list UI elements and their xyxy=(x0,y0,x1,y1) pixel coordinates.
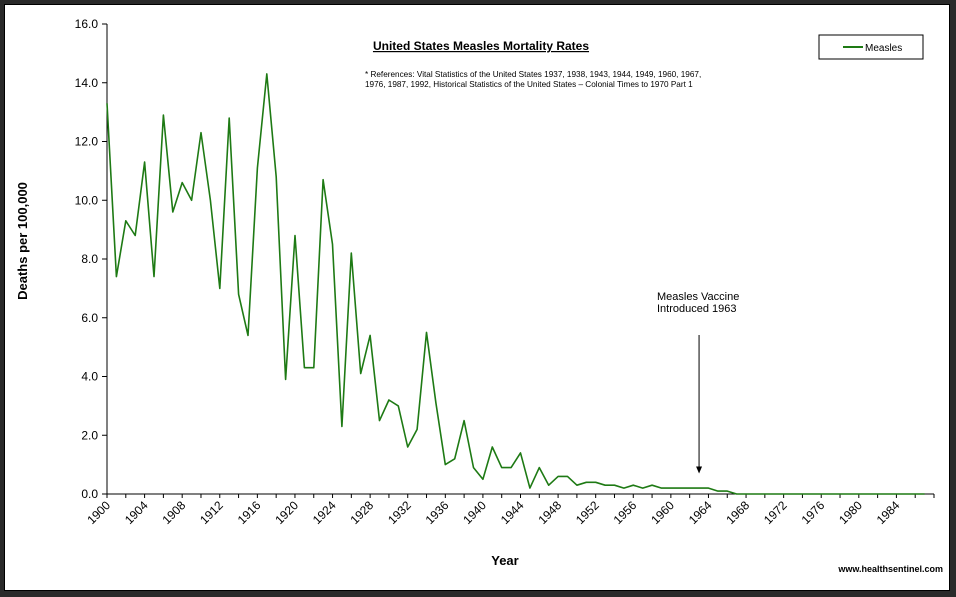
legend: Measles xyxy=(818,34,924,60)
x-tick-label: 1984 xyxy=(874,498,903,527)
y-tick-label: 14.0 xyxy=(75,76,99,90)
y-tick-label: 16.0 xyxy=(75,17,99,31)
y-tick-label: 4.0 xyxy=(81,370,98,384)
y-tick-label: 8.0 xyxy=(81,252,98,266)
x-axis-title: Year xyxy=(491,553,518,568)
x-tick-label: 1900 xyxy=(84,498,113,527)
x-tick-label: 1956 xyxy=(611,498,640,527)
x-tick-label: 1904 xyxy=(122,498,151,527)
y-tick-label: 0.0 xyxy=(81,487,98,501)
x-tick-label: 1948 xyxy=(535,498,564,527)
y-tick-label: 6.0 xyxy=(81,311,98,325)
series-line-measles xyxy=(106,73,925,495)
x-tick-label: 1940 xyxy=(460,498,489,527)
x-tick-label: 1908 xyxy=(160,498,189,527)
legend-box xyxy=(818,34,924,60)
vaccine-annotation: Measles Vaccine Introduced 1963 xyxy=(657,291,739,474)
chart-title: United States Measles Mortality Rates xyxy=(373,39,589,53)
y-axis-title: Deaths per 100,000 xyxy=(15,182,30,300)
x-tick-label: 1944 xyxy=(498,498,527,527)
x-tick-label: 1972 xyxy=(761,498,790,527)
x-tick-label: 1952 xyxy=(573,498,602,527)
measles-mortality-chart: 0.0 2.0 4.0 6.0 8.0 10.0 12.0 14.0 16.0 1900 1904… xyxy=(15,17,943,574)
x-tick-label: 1936 xyxy=(423,498,452,527)
y-tick-label: 2.0 xyxy=(81,428,98,442)
references-line-2: 1976, 1987, 1992, Historical Statistics … xyxy=(365,80,693,89)
x-tick-label: 1932 xyxy=(385,498,414,527)
y-tick-label: 10.0 xyxy=(75,193,99,207)
legend-label-measles: Measles xyxy=(865,43,902,54)
annotation-line-2: Introduced 1963 xyxy=(657,303,737,315)
x-tick-label: 1912 xyxy=(197,498,226,527)
x-tick-label: 1916 xyxy=(235,498,264,527)
source-credit: www.healthsentinel.com xyxy=(837,564,943,574)
x-tick-label: 1924 xyxy=(310,498,339,527)
chart-frame: 0.0 2.0 4.0 6.0 8.0 10.0 12.0 14.0 16.0 1900 1904… xyxy=(4,4,950,591)
annotation-line-1: Measles Vaccine xyxy=(657,291,739,303)
x-tick-label: 1964 xyxy=(686,498,715,527)
x-tick-label: 1920 xyxy=(272,498,301,527)
x-tick-label: 1960 xyxy=(648,498,677,527)
annotation-arrowhead xyxy=(696,466,703,474)
x-tick-label: 1976 xyxy=(799,498,828,527)
x-tick-label: 1980 xyxy=(836,498,865,527)
x-tick-label: 1968 xyxy=(723,498,752,527)
references-line-1: * References: Vital Statistics of the Un… xyxy=(365,70,701,79)
y-tick-label: 12.0 xyxy=(75,135,99,149)
x-tick-label: 1928 xyxy=(347,498,376,527)
